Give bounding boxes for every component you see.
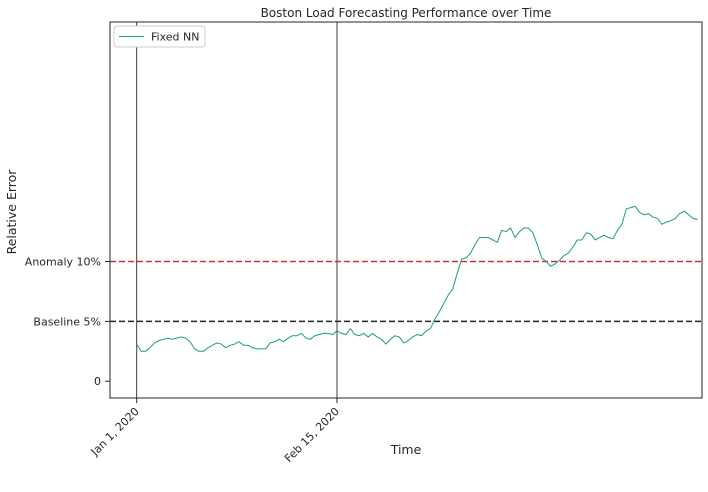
vertical-lines [136,22,338,398]
legend-label-fixed-nn: Fixed NN [151,31,199,44]
series-layer [136,205,698,352]
y-axis-label: Relative Error [4,169,19,255]
y-tick-label-0: 0 [94,375,101,388]
x-tick-label-1: Feb 15, 2020 [282,405,342,465]
plot-area [110,22,702,398]
y-tick-label-2: Anomaly 10% [25,255,101,268]
x-axis-ticks: Jan 1, 2020 Feb 15, 2020 [88,398,342,465]
x-tick-label-0: Jan 1, 2020 [88,405,142,459]
legend-box [113,25,206,48]
x-axis-label: Time [390,442,422,457]
legend: Fixed NN [113,25,206,48]
y-tick-label-1: Baseline 5% [33,315,101,328]
chart-title: Boston Load Forecasting Performance over… [261,6,552,20]
y-axis-ticks: 0 Baseline 5% Anomaly 10% [25,255,110,388]
series-line-0 [136,205,698,352]
plot-frame [109,21,703,399]
